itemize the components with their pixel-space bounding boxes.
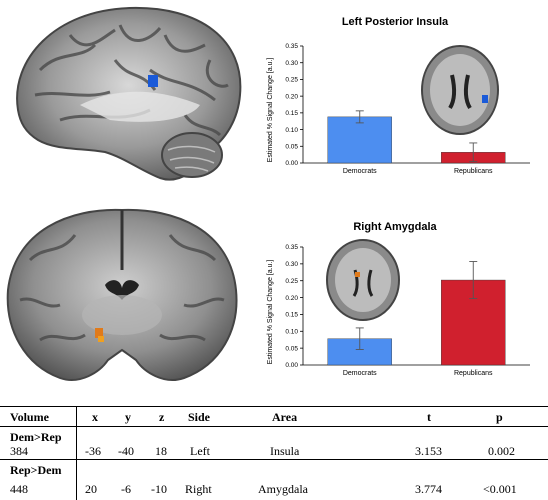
- table-group-rule: [0, 459, 548, 460]
- x-category-label: Democrats: [343, 168, 377, 175]
- chart-title: Right Amygdala: [353, 221, 437, 233]
- y-tick-label: 0.10: [285, 328, 298, 335]
- y-tick-label: 0.25: [285, 77, 298, 84]
- cell-volume: 384: [10, 444, 28, 458]
- table-header-rule: [0, 426, 548, 427]
- cell-t: 3.153: [415, 444, 442, 458]
- group-label-rep-dem: Rep>Dem: [10, 463, 62, 477]
- cell-z: -10: [151, 482, 167, 496]
- col-header-z: z: [159, 410, 165, 424]
- bar-chart-right-amygdala: Right Amygdala Estimated % Signal Change…: [267, 221, 530, 377]
- col-header-area: Area: [272, 410, 298, 424]
- y-tick-label: 0.15: [285, 312, 298, 319]
- col-header-t: t: [427, 410, 431, 424]
- y-axis-label: Estimated % Signal Change [a.u.]: [267, 58, 274, 163]
- y-tick-label: 0.30: [285, 261, 298, 268]
- cell-x: 20: [85, 482, 97, 496]
- y-tick-label: 0.05: [285, 345, 298, 352]
- y-tick-label: 0.35: [285, 244, 298, 251]
- cell-area: Amygdala: [258, 482, 308, 496]
- axial-brain-inset: [421, 45, 499, 135]
- cell-side: Left: [190, 444, 210, 458]
- cell-y: -40: [118, 444, 134, 458]
- cell-p: <0.001: [483, 482, 517, 496]
- cell-volume: 448: [10, 482, 28, 496]
- cell-t: 3.774: [415, 482, 442, 496]
- cell-x: -36: [85, 444, 101, 458]
- col-header-volume: Volume: [10, 410, 49, 424]
- x-category-label: Republicans: [454, 370, 493, 377]
- col-header-p: p: [496, 410, 503, 424]
- y-axis-label: Estimated % Signal Change [a.u.]: [267, 260, 274, 365]
- y-tick-label: 0.30: [285, 60, 298, 67]
- y-tick-label: 0.10: [285, 127, 298, 134]
- bar-democrats: [327, 116, 392, 164]
- chart-title: Left Posterior Insula: [342, 16, 449, 28]
- cell-area: Insula: [270, 444, 300, 458]
- y-tick-label: 0.00: [285, 362, 298, 369]
- table-vertical-rule: [76, 406, 77, 500]
- axial-brain-inset: [326, 239, 400, 321]
- x-category-label: Republicans: [454, 168, 493, 175]
- y-tick-label: 0.15: [285, 110, 298, 117]
- col-header-side: Side: [188, 410, 211, 424]
- results-table: Volume x y z Side Area t p Dem>Rep 384 -…: [0, 406, 548, 500]
- y-tick-label: 0.05: [285, 143, 298, 150]
- cell-side: Right: [185, 482, 212, 496]
- y-tick-label: 0.20: [285, 295, 298, 302]
- coronal-brain-slice: [6, 208, 238, 381]
- y-tick-label: 0.25: [285, 278, 298, 285]
- cell-z: 18: [155, 444, 167, 458]
- cell-p: 0.002: [488, 444, 515, 458]
- x-category-label: Democrats: [343, 370, 377, 377]
- group-label-dem-rep: Dem>Rep: [10, 430, 62, 444]
- y-tick-label: 0.35: [285, 43, 298, 50]
- table-top-rule: [0, 406, 548, 407]
- cell-y: -6: [121, 482, 131, 496]
- col-header-y: y: [125, 410, 131, 424]
- col-header-x: x: [92, 410, 98, 424]
- y-tick-label: 0.20: [285, 93, 298, 100]
- y-tick-label: 0.00: [285, 160, 298, 167]
- bar-chart-left-posterior-insula: Left Posterior Insula Estimated % Signal…: [267, 16, 530, 175]
- sagittal-brain-slice: [16, 6, 242, 181]
